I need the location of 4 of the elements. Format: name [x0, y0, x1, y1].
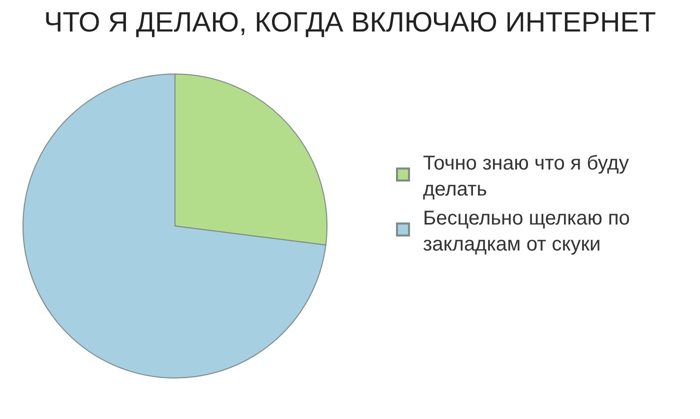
legend-label: Точно знаю что я буду делать — [423, 152, 629, 200]
pie-slice — [22, 74, 326, 378]
chart-title: ЧТО Я ДЕЛАЮ, КОГДА ВКЛЮЧАЮ ИНТЕРНЕТ — [44, 6, 656, 38]
legend-label: Бесцельно щелкаю по закладкам от скуки — [423, 207, 630, 256]
